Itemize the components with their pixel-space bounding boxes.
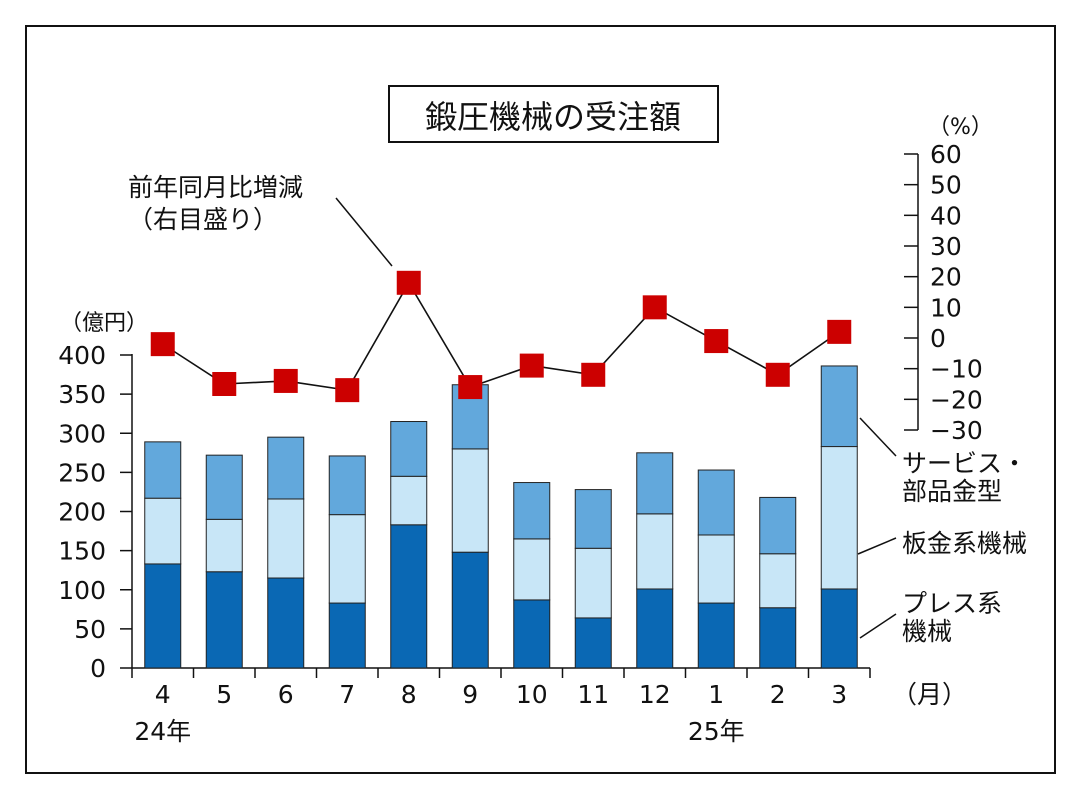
left-tick-label: 50 bbox=[74, 615, 106, 644]
bar-segment-1 bbox=[820, 588, 858, 669]
right-tick-label: 60 bbox=[930, 140, 962, 169]
yoy-marker bbox=[396, 270, 421, 295]
right-tick-label: −10 bbox=[930, 355, 983, 384]
x-axis-unit: （月） bbox=[892, 680, 967, 709]
bar-segment-3 bbox=[205, 454, 243, 520]
bar-segment-3 bbox=[574, 489, 612, 549]
x-tick-label: 12 bbox=[639, 680, 671, 709]
series-label-service-2: 部品金型 bbox=[902, 477, 1002, 506]
chart-title: 鍛圧機械の受注額 bbox=[425, 98, 681, 136]
series-leader-press bbox=[859, 613, 897, 639]
yoy-line bbox=[162, 281, 840, 392]
right-tick-label: 30 bbox=[930, 232, 962, 261]
bar-segment-1 bbox=[328, 602, 366, 669]
chart-frame bbox=[25, 25, 1056, 774]
bar-segment-3 bbox=[390, 421, 428, 477]
bar-segment-1 bbox=[574, 617, 612, 669]
bar-segment-3 bbox=[759, 496, 797, 555]
bar-segment-2 bbox=[636, 513, 674, 590]
right-tick-label: 40 bbox=[930, 201, 962, 230]
x-tick-label: 4 bbox=[155, 680, 171, 709]
left-tick-label: 400 bbox=[58, 341, 106, 370]
yoy-marker bbox=[642, 295, 667, 320]
bar-segment-3 bbox=[636, 452, 674, 515]
right-tick-label: −30 bbox=[930, 416, 983, 445]
yoy-marker bbox=[458, 375, 483, 400]
bar-segment-2 bbox=[205, 518, 243, 573]
line-series-label: 前年同月比増減 bbox=[128, 173, 303, 202]
series-leader-service bbox=[859, 417, 897, 457]
series-label-sheetmetal: 板金系機械 bbox=[902, 529, 1027, 558]
x-tick-label: 7 bbox=[339, 680, 355, 709]
x-tick-label: 2 bbox=[770, 680, 786, 709]
right-tick-label: 10 bbox=[930, 293, 962, 322]
bar-segment-3 bbox=[328, 455, 366, 516]
year-label: 25年 bbox=[688, 717, 745, 746]
bar-segment-2 bbox=[144, 497, 182, 565]
left-axis-unit: （億円） bbox=[60, 311, 148, 336]
x-tick-label: 5 bbox=[216, 680, 232, 709]
x-tick-label: 1 bbox=[708, 680, 724, 709]
right-axis-unit: （%） bbox=[928, 115, 993, 140]
left-tick-label: 100 bbox=[58, 576, 106, 605]
yoy-marker bbox=[519, 353, 544, 378]
x-tick-label: 8 bbox=[401, 680, 417, 709]
bar-segment-1 bbox=[390, 524, 428, 669]
left-tick-label: 250 bbox=[58, 458, 106, 487]
left-tick-label: 0 bbox=[90, 654, 106, 683]
bar-segment-2 bbox=[267, 498, 305, 579]
series-label-service: サービス・ bbox=[902, 449, 1027, 478]
bar-segment-2 bbox=[574, 547, 612, 619]
series-label-press-2: 機械 bbox=[902, 617, 952, 646]
bar-segment-1 bbox=[205, 571, 243, 669]
bar-segment-2 bbox=[390, 475, 428, 526]
bar-segment-2 bbox=[513, 538, 551, 601]
right-tick-label: 50 bbox=[930, 171, 962, 200]
bar-segment-3 bbox=[267, 436, 305, 500]
line-series-leader bbox=[335, 197, 393, 267]
x-tick-label: 6 bbox=[278, 680, 294, 709]
yoy-marker bbox=[273, 368, 298, 393]
right-tick-label: −20 bbox=[930, 385, 983, 414]
year-label: 24年 bbox=[134, 717, 191, 746]
series-leader-sheetmetal bbox=[857, 537, 897, 555]
bar-segment-1 bbox=[267, 577, 305, 669]
bar-segment-2 bbox=[697, 534, 735, 604]
yoy-marker bbox=[827, 319, 852, 344]
bar-segment-1 bbox=[513, 599, 551, 669]
yoy-marker bbox=[581, 362, 606, 387]
bar-segment-2 bbox=[328, 514, 366, 604]
title-box bbox=[388, 85, 719, 143]
series-label-press: プレス系 bbox=[902, 589, 1002, 618]
right-tick-label: 20 bbox=[930, 263, 962, 292]
x-tick-label: 10 bbox=[516, 680, 548, 709]
bar-segment-1 bbox=[451, 551, 489, 669]
left-tick-label: 200 bbox=[58, 498, 106, 527]
bar-segment-1 bbox=[697, 602, 735, 669]
yoy-marker bbox=[765, 362, 790, 387]
bar-segment-2 bbox=[820, 446, 858, 590]
bar-segment-1 bbox=[144, 563, 182, 669]
bar-segment-2 bbox=[451, 448, 489, 553]
bar-segment-1 bbox=[636, 588, 674, 669]
left-tick-label: 300 bbox=[58, 419, 106, 448]
bar-segment-3 bbox=[697, 469, 735, 536]
right-tick-label: 0 bbox=[930, 324, 946, 353]
bar-segment-3 bbox=[820, 365, 858, 448]
x-tick-label: 11 bbox=[577, 680, 609, 709]
left-tick-label: 350 bbox=[58, 380, 106, 409]
line-series-label-sub: （右目盛り） bbox=[128, 205, 278, 234]
yoy-marker bbox=[212, 372, 237, 396]
bar-segment-2 bbox=[759, 553, 797, 609]
x-tick-label: 3 bbox=[831, 680, 847, 709]
bar-segment-3 bbox=[513, 482, 551, 540]
yoy-marker bbox=[150, 332, 175, 357]
bar-segment-1 bbox=[759, 607, 797, 669]
bar-segment-3 bbox=[144, 441, 182, 499]
left-tick-label: 150 bbox=[58, 537, 106, 566]
yoy-marker bbox=[704, 329, 729, 354]
yoy-marker bbox=[335, 378, 360, 403]
x-tick-label: 9 bbox=[462, 680, 478, 709]
